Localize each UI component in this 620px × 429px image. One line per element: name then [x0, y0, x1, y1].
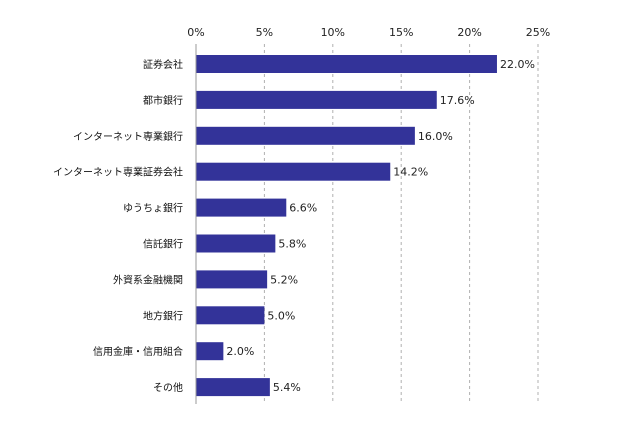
data-label: 5.4% — [273, 381, 301, 394]
x-axis-ticks: 0% 5% 10% 15% 20% 25% — [187, 26, 550, 39]
data-label: 6.6% — [289, 202, 317, 215]
bar — [196, 270, 268, 289]
x-tick-label: 0% — [187, 26, 204, 39]
bar — [196, 234, 276, 253]
data-labels: 22.0% 17.6% 16.0% 14.2% 6.6% 5.8% 5.2% 5.0% 2.0%… — [226, 58, 535, 394]
data-label: 5.2% — [270, 273, 298, 286]
category-label: 信用金庫・信用組合 — [93, 345, 183, 358]
data-label: 17.6% — [440, 94, 475, 107]
category-label: 地方銀行 — [143, 309, 183, 322]
x-tick-label: 15% — [389, 26, 413, 39]
category-label: 外資系金融機関 — [113, 273, 183, 286]
category-label: インターネット専業証券会社 — [53, 166, 183, 179]
data-label: 22.0% — [500, 58, 535, 71]
bar — [196, 55, 497, 73]
category-label: その他 — [153, 381, 183, 394]
bar — [196, 378, 270, 397]
bar — [196, 306, 265, 325]
category-label: 証券会社 — [143, 58, 183, 71]
category-label: 信託銀行 — [143, 238, 183, 251]
x-tick-label: 25% — [526, 26, 550, 39]
bar — [196, 342, 224, 361]
data-label: 16.0% — [418, 130, 453, 143]
bar — [196, 198, 287, 217]
category-label: インターネット専業銀行 — [73, 130, 183, 143]
x-tick-label: 20% — [457, 26, 481, 39]
category-labels: 証券会社都市銀行インターネット専業銀行インターネット専業証券会社ゆうちょ銀行信託… — [53, 58, 183, 394]
x-tick-label: 10% — [321, 26, 345, 39]
x-tick-label: 5% — [256, 26, 273, 39]
bar — [196, 162, 391, 181]
data-label: 14.2% — [393, 166, 428, 179]
data-label: 5.8% — [278, 238, 306, 251]
data-label: 2.0% — [226, 345, 254, 358]
bars — [196, 55, 497, 397]
category-label: ゆうちょ銀行 — [123, 202, 183, 215]
bar — [196, 126, 415, 145]
data-label: 5.0% — [267, 309, 295, 322]
bar — [196, 90, 437, 109]
category-label: 都市銀行 — [143, 94, 183, 107]
